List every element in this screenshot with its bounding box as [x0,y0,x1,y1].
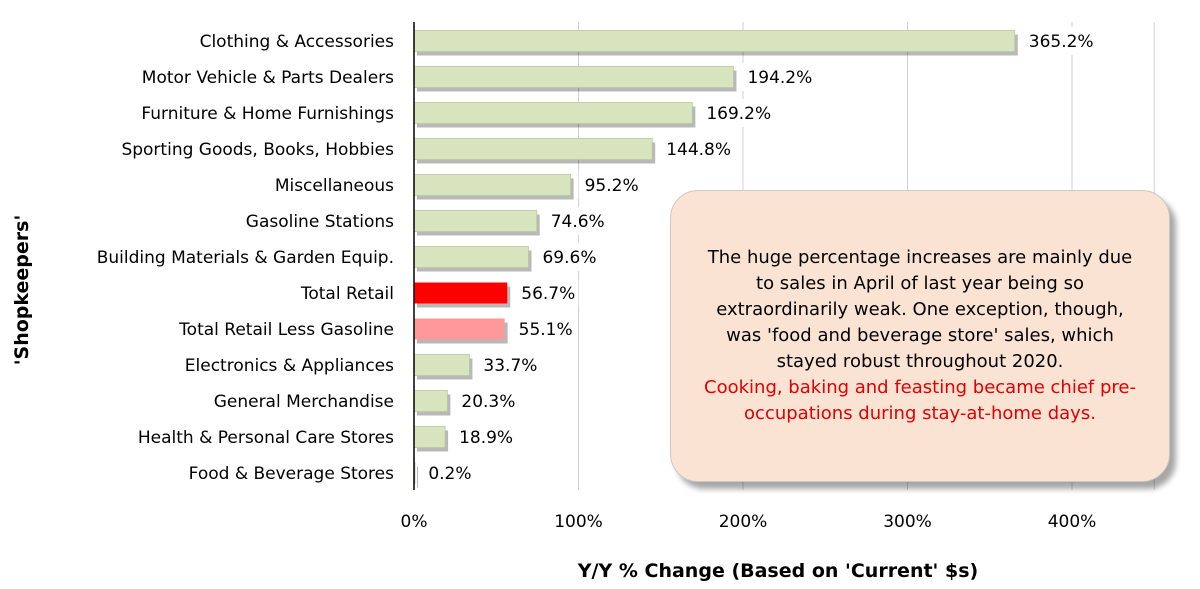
category-label: Sporting Goods, Books, Hobbies [121,140,394,160]
category-label: Gasoline Stations [246,212,394,232]
data-label-bg [477,351,541,379]
data-label-bg [700,99,774,127]
data-label: 0.2% [428,464,471,484]
data-label-bg [422,459,475,487]
data-label: 33.7% [483,356,537,376]
bar [413,174,572,196]
data-label-bg [512,315,576,343]
category-label: Building Materials & Garden Equip. [97,248,394,268]
category-label: Health & Personal Care Stores [138,428,394,448]
category-label: Food & Beverage Stores [189,464,394,484]
data-labels: 365.2% 194.2% 169.2% 144.8% 95.2% 74.6% 69.6% 5… [422,27,1097,487]
bar [413,102,693,124]
data-label: 56.7% [521,284,575,304]
category-label: Total Retail [300,284,394,304]
data-label-bg [660,135,734,163]
data-label: 55.1% [519,320,573,340]
bar [413,138,653,160]
callout-text: The huge percentage increases are mainly… [707,247,1133,372]
bar [413,210,538,232]
bars [413,30,1018,488]
x-tick-label: 0% [401,512,428,532]
data-label: 194.2% [747,68,812,88]
x-axis-title: Y/Y % Change (Based on 'Current' $s) [577,560,978,582]
data-label: 18.9% [459,428,513,448]
annotation-callout: The huge percentage increases are mainly… [670,190,1170,482]
data-label: 69.6% [542,248,596,268]
data-label-bg [544,207,608,235]
category-label: Miscellaneous [275,176,394,196]
category-label: Clothing & Accessories [200,32,395,52]
bar [413,30,1016,52]
data-label: 144.8% [666,140,731,160]
x-tick-label: 300% [883,512,932,532]
category-label: Electronics & Appliances [185,356,394,376]
bar [413,246,529,268]
bar [413,66,734,88]
x-tick-label: 400% [1048,512,1097,532]
data-label-bg [515,279,579,307]
x-tick-labels: 0% 100% 200% 300% 400% [401,512,1097,532]
bar [413,426,446,448]
bar [414,282,508,304]
x-tick-label: 200% [719,512,768,532]
data-label: 95.2% [585,176,639,196]
data-label-bg [536,243,600,271]
category-label: Motor Vehicle & Parts Dealers [142,68,394,88]
category-labels: Clothing & Accessories Motor Vehicle & Pa… [97,32,394,484]
y-axis-title: 'Shopkeepers' [11,215,33,366]
data-label-bg [453,423,517,451]
callout-highlight-text: Cooking, baking and feasting became chie… [704,377,1136,424]
category-label: Total Retail Less Gasoline [178,320,394,340]
bar [413,354,470,376]
bar [413,390,448,412]
data-label: 365.2% [1029,32,1094,52]
data-label-bg [578,171,642,199]
data-label: 169.2% [706,104,771,124]
category-label: Furniture & Home Furnishings [141,104,394,124]
x-tick-label: 100% [554,512,603,532]
data-label: 20.3% [461,392,515,412]
data-label: 74.6% [551,212,605,232]
data-label-bg [741,63,816,91]
bar-shadow [417,466,418,488]
data-label-bg [1022,27,1097,55]
bar [414,318,505,340]
data-label-bg [455,387,519,415]
category-label: General Merchandise [214,392,394,412]
